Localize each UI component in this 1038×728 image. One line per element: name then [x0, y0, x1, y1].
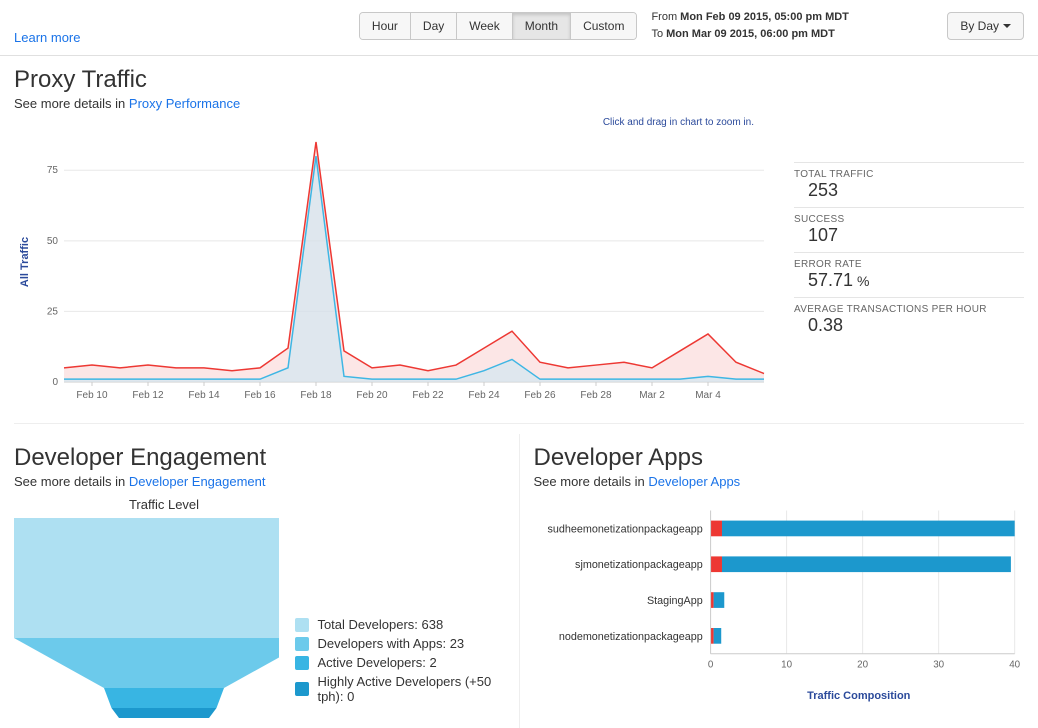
svg-text:Mar 4: Mar 4 — [695, 390, 721, 401]
svg-text:Feb 18: Feb 18 — [300, 390, 332, 401]
legend-item[interactable]: Highly Active Developers (+50 tph): 0 — [295, 674, 504, 704]
proxy-title: Proxy Traffic — [14, 66, 1024, 94]
svg-text:Feb 24: Feb 24 — [468, 390, 500, 401]
legend-item[interactable]: Active Developers: 2 — [295, 655, 504, 670]
learn-more-link[interactable]: Learn more — [14, 30, 80, 45]
svg-text:Feb 16: Feb 16 — [244, 390, 276, 401]
stat-label: ERROR RATE — [794, 259, 1024, 270]
stat-value: 0.38 — [794, 315, 1024, 336]
svg-text:40: 40 — [1009, 659, 1020, 670]
date-from: Mon Feb 09 2015, 05:00 pm MDT — [680, 11, 849, 23]
legend-label: Total Developers: 638 — [317, 617, 443, 632]
apps-subtitle: See more details in Developer Apps — [534, 474, 1025, 489]
proxy-traffic-section: Proxy Traffic See more details in Proxy … — [0, 56, 1038, 434]
stat-label: AVERAGE TRANSACTIONS PER HOUR — [794, 304, 1024, 315]
engagement-title: Developer Engagement — [14, 444, 505, 472]
engagement-sub-prefix: See more details in — [14, 474, 129, 489]
range-day[interactable]: Day — [411, 13, 457, 39]
date-range-text: From Mon Feb 09 2015, 05:00 pm MDT To Mo… — [651, 9, 848, 42]
svg-text:75: 75 — [47, 165, 59, 176]
funnel-chart[interactable] — [14, 518, 279, 718]
granularity-label: By Day — [960, 19, 999, 33]
stat-average-transactions-per-hour: AVERAGE TRANSACTIONS PER HOUR0.38 — [794, 297, 1024, 342]
zoom-hint: Click and drag in chart to zoom in. — [14, 117, 754, 128]
apps-link[interactable]: Developer Apps — [648, 474, 740, 489]
stat-error-rate: ERROR RATE57.71% — [794, 252, 1024, 297]
engagement-link[interactable]: Developer Engagement — [129, 474, 266, 489]
legend-swatch — [295, 618, 309, 632]
engagement-subtitle: See more details in Developer Engagement — [14, 474, 505, 489]
granularity-dropdown[interactable]: By Day — [947, 12, 1024, 40]
legend-label: Highly Active Developers (+50 tph): 0 — [317, 674, 504, 704]
apps-x-axis-title: Traffic Composition — [694, 690, 1025, 702]
toolbar: Learn more HourDayWeekMonthCustom From M… — [0, 0, 1038, 56]
proxy-stats: TOTAL TRAFFIC253SUCCESS107ERROR RATE57.7… — [794, 132, 1024, 415]
legend-label: Developers with Apps: 23 — [317, 636, 464, 651]
svg-text:0: 0 — [52, 377, 58, 388]
svg-text:Feb 14: Feb 14 — [188, 390, 220, 401]
svg-text:Feb 26: Feb 26 — [524, 390, 556, 401]
svg-text:All Traffic: All Traffic — [19, 237, 31, 287]
svg-text:nodemonetizationpackageapp: nodemonetizationpackageapp — [558, 631, 702, 643]
funnel-legend: Total Developers: 638 Developers with App… — [295, 617, 504, 718]
legend-swatch — [295, 682, 309, 696]
stat-value: 253 — [794, 180, 1024, 201]
svg-text:Feb 22: Feb 22 — [412, 390, 444, 401]
svg-text:Feb 20: Feb 20 — [356, 390, 388, 401]
lower-row: Developer Engagement See more details in… — [0, 434, 1038, 728]
svg-text:sudheemonetizationpackageapp: sudheemonetizationpackageapp — [547, 523, 702, 535]
range-custom[interactable]: Custom — [571, 13, 636, 39]
svg-text:50: 50 — [47, 236, 59, 247]
stat-label: SUCCESS — [794, 214, 1024, 225]
apps-section: Developer Apps See more details in Devel… — [520, 434, 1038, 728]
legend-item[interactable]: Total Developers: 638 — [295, 617, 504, 632]
legend-swatch — [295, 637, 309, 651]
time-range-group: HourDayWeekMonthCustom — [359, 12, 638, 40]
svg-text:10: 10 — [781, 659, 792, 670]
svg-text:20: 20 — [857, 659, 868, 670]
svg-text:30: 30 — [933, 659, 944, 670]
proxy-subtitle: See more details in Proxy Performance — [14, 96, 1024, 111]
legend-swatch — [295, 656, 309, 670]
date-to-prefix: To — [651, 28, 666, 40]
legend-label: Active Developers: 2 — [317, 655, 436, 670]
svg-text:Mar 2: Mar 2 — [639, 390, 665, 401]
legend-item[interactable]: Developers with Apps: 23 — [295, 636, 504, 651]
chevron-down-icon — [1003, 24, 1011, 28]
apps-chart[interactable]: 0 10 20 30 40 sudheemonetizationpackageapp sjm… — [534, 495, 1025, 685]
svg-text:StagingApp: StagingApp — [646, 595, 702, 607]
apps-sub-prefix: See more details in — [534, 474, 649, 489]
stat-total-traffic: TOTAL TRAFFIC253 — [794, 162, 1024, 207]
stat-value: 107 — [794, 225, 1024, 246]
svg-text:25: 25 — [47, 306, 59, 317]
svg-text:0: 0 — [707, 659, 713, 670]
stat-label: TOTAL TRAFFIC — [794, 169, 1024, 180]
range-week[interactable]: Week — [457, 13, 512, 39]
engagement-section: Developer Engagement See more details in… — [0, 434, 520, 728]
funnel-title: Traffic Level — [14, 497, 314, 512]
svg-text:Feb 12: Feb 12 — [132, 390, 164, 401]
proxy-chart[interactable]: 0 25 50 75 Feb 10 Feb 12 Feb 14 Feb 16 Feb 18 Feb… — [14, 132, 774, 415]
stat-success: SUCCESS107 — [794, 207, 1024, 252]
range-hour[interactable]: Hour — [360, 13, 411, 39]
range-month[interactable]: Month — [513, 13, 571, 39]
date-to: Mon Mar 09 2015, 06:00 pm MDT — [666, 28, 835, 40]
stat-value: 57.71% — [794, 270, 1024, 291]
svg-text:sjmonetizationpackageapp: sjmonetizationpackageapp — [575, 559, 703, 571]
svg-text:Feb 10: Feb 10 — [76, 390, 108, 401]
proxy-performance-link[interactable]: Proxy Performance — [129, 96, 240, 111]
proxy-sub-prefix: See more details in — [14, 96, 129, 111]
date-from-prefix: From — [651, 11, 680, 23]
apps-title: Developer Apps — [534, 444, 1025, 472]
svg-text:Feb 28: Feb 28 — [580, 390, 612, 401]
